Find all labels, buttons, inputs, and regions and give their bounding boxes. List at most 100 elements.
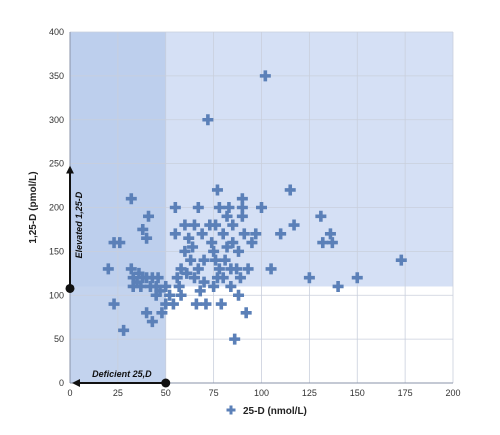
x-tick-label: 50 [161, 388, 171, 398]
data-point [173, 280, 185, 292]
data-point [217, 272, 229, 284]
data-point [211, 184, 223, 196]
data-point [326, 237, 338, 249]
y-tick-label: 350 [49, 71, 64, 81]
data-point [156, 307, 168, 319]
data-point [143, 210, 155, 222]
data-point [183, 232, 195, 244]
x-tick-label: 150 [350, 388, 365, 398]
data-point [229, 333, 241, 345]
legend-marker-shape [226, 405, 236, 415]
data-point [118, 324, 130, 336]
data-point [332, 280, 344, 292]
data-point [179, 219, 191, 231]
y-tick-label: 50 [54, 334, 64, 344]
data-point [210, 219, 222, 231]
x-tick-labels: 0 25 50 75 100 125 150 175 200 [67, 388, 460, 398]
data-point [144, 280, 156, 292]
data-point [233, 245, 245, 257]
data-point [181, 267, 193, 279]
data-point [208, 245, 220, 257]
deficient-annotation: Deficient 25,D [92, 369, 152, 379]
data-point [131, 276, 143, 288]
data-point [187, 241, 199, 253]
legend-plus-icon [226, 405, 236, 415]
data-point [160, 280, 172, 292]
y-tick-label: 250 [49, 159, 64, 169]
y-tick-label: 400 [49, 27, 64, 37]
data-point [315, 210, 327, 222]
y-axis-title: 1,25-D (pmol/L) [28, 171, 39, 243]
data-point [150, 280, 162, 292]
data-point [169, 228, 181, 240]
data-point [164, 289, 176, 301]
elevated-annotation: Elevated 1,25-D [74, 191, 84, 258]
data-point [196, 228, 208, 240]
data-point [288, 219, 300, 231]
data-points [102, 70, 407, 345]
data-point [225, 263, 237, 275]
data-point [211, 272, 223, 284]
data-point [395, 254, 407, 266]
data-point [317, 237, 329, 249]
x-axis-title: 25-D (nmol/L) [243, 406, 307, 417]
data-point [259, 70, 271, 82]
x-tick-label: 125 [302, 388, 317, 398]
data-point [227, 219, 239, 231]
data-point [135, 280, 147, 292]
legend: 25-D (nmol/L) [226, 405, 307, 417]
data-point [221, 210, 233, 222]
data-point [217, 228, 229, 240]
data-point [141, 307, 153, 319]
data-point [242, 263, 254, 275]
data-point [137, 223, 149, 235]
data-point [160, 298, 172, 310]
data-point [206, 237, 218, 249]
data-point [169, 202, 181, 213]
data-point [210, 254, 222, 266]
data-point [146, 272, 158, 284]
y-tick-label: 100 [49, 290, 64, 300]
y-tick-labels: 0 50 100 150 200 250 300 350 400 [49, 27, 64, 388]
data-point [150, 289, 162, 301]
data-point [225, 280, 237, 292]
data-point [179, 245, 191, 257]
data-point [240, 307, 252, 319]
x-tick-label: 0 [67, 388, 72, 398]
data-point [227, 237, 239, 249]
x-tick-label: 25 [113, 388, 123, 398]
elevated-marker-dot [65, 283, 75, 293]
data-point [185, 254, 197, 266]
data-point [198, 254, 210, 266]
data-point [231, 263, 243, 275]
x-tick-label: 175 [398, 388, 413, 398]
data-point [171, 272, 183, 284]
data-point [192, 202, 204, 213]
data-point [133, 267, 145, 279]
data-point [213, 263, 225, 275]
data-point [152, 272, 164, 284]
data-point [238, 228, 250, 240]
data-point [192, 263, 204, 275]
data-point [190, 298, 202, 310]
data-point [303, 272, 315, 284]
data-point [114, 237, 126, 249]
data-point [202, 114, 214, 126]
data-point [236, 202, 248, 213]
data-point [221, 241, 233, 253]
data-point [234, 272, 246, 284]
y-tick-label: 200 [49, 203, 64, 213]
data-point [204, 219, 216, 231]
data-point [236, 210, 248, 222]
data-point [213, 202, 225, 213]
data-point [275, 228, 287, 240]
data-point [194, 285, 206, 297]
data-point [108, 298, 120, 310]
data-point [233, 289, 245, 301]
data-point [246, 237, 258, 249]
data-point [167, 298, 179, 310]
data-point [256, 202, 267, 213]
data-point [215, 298, 227, 310]
data-point [141, 232, 153, 244]
